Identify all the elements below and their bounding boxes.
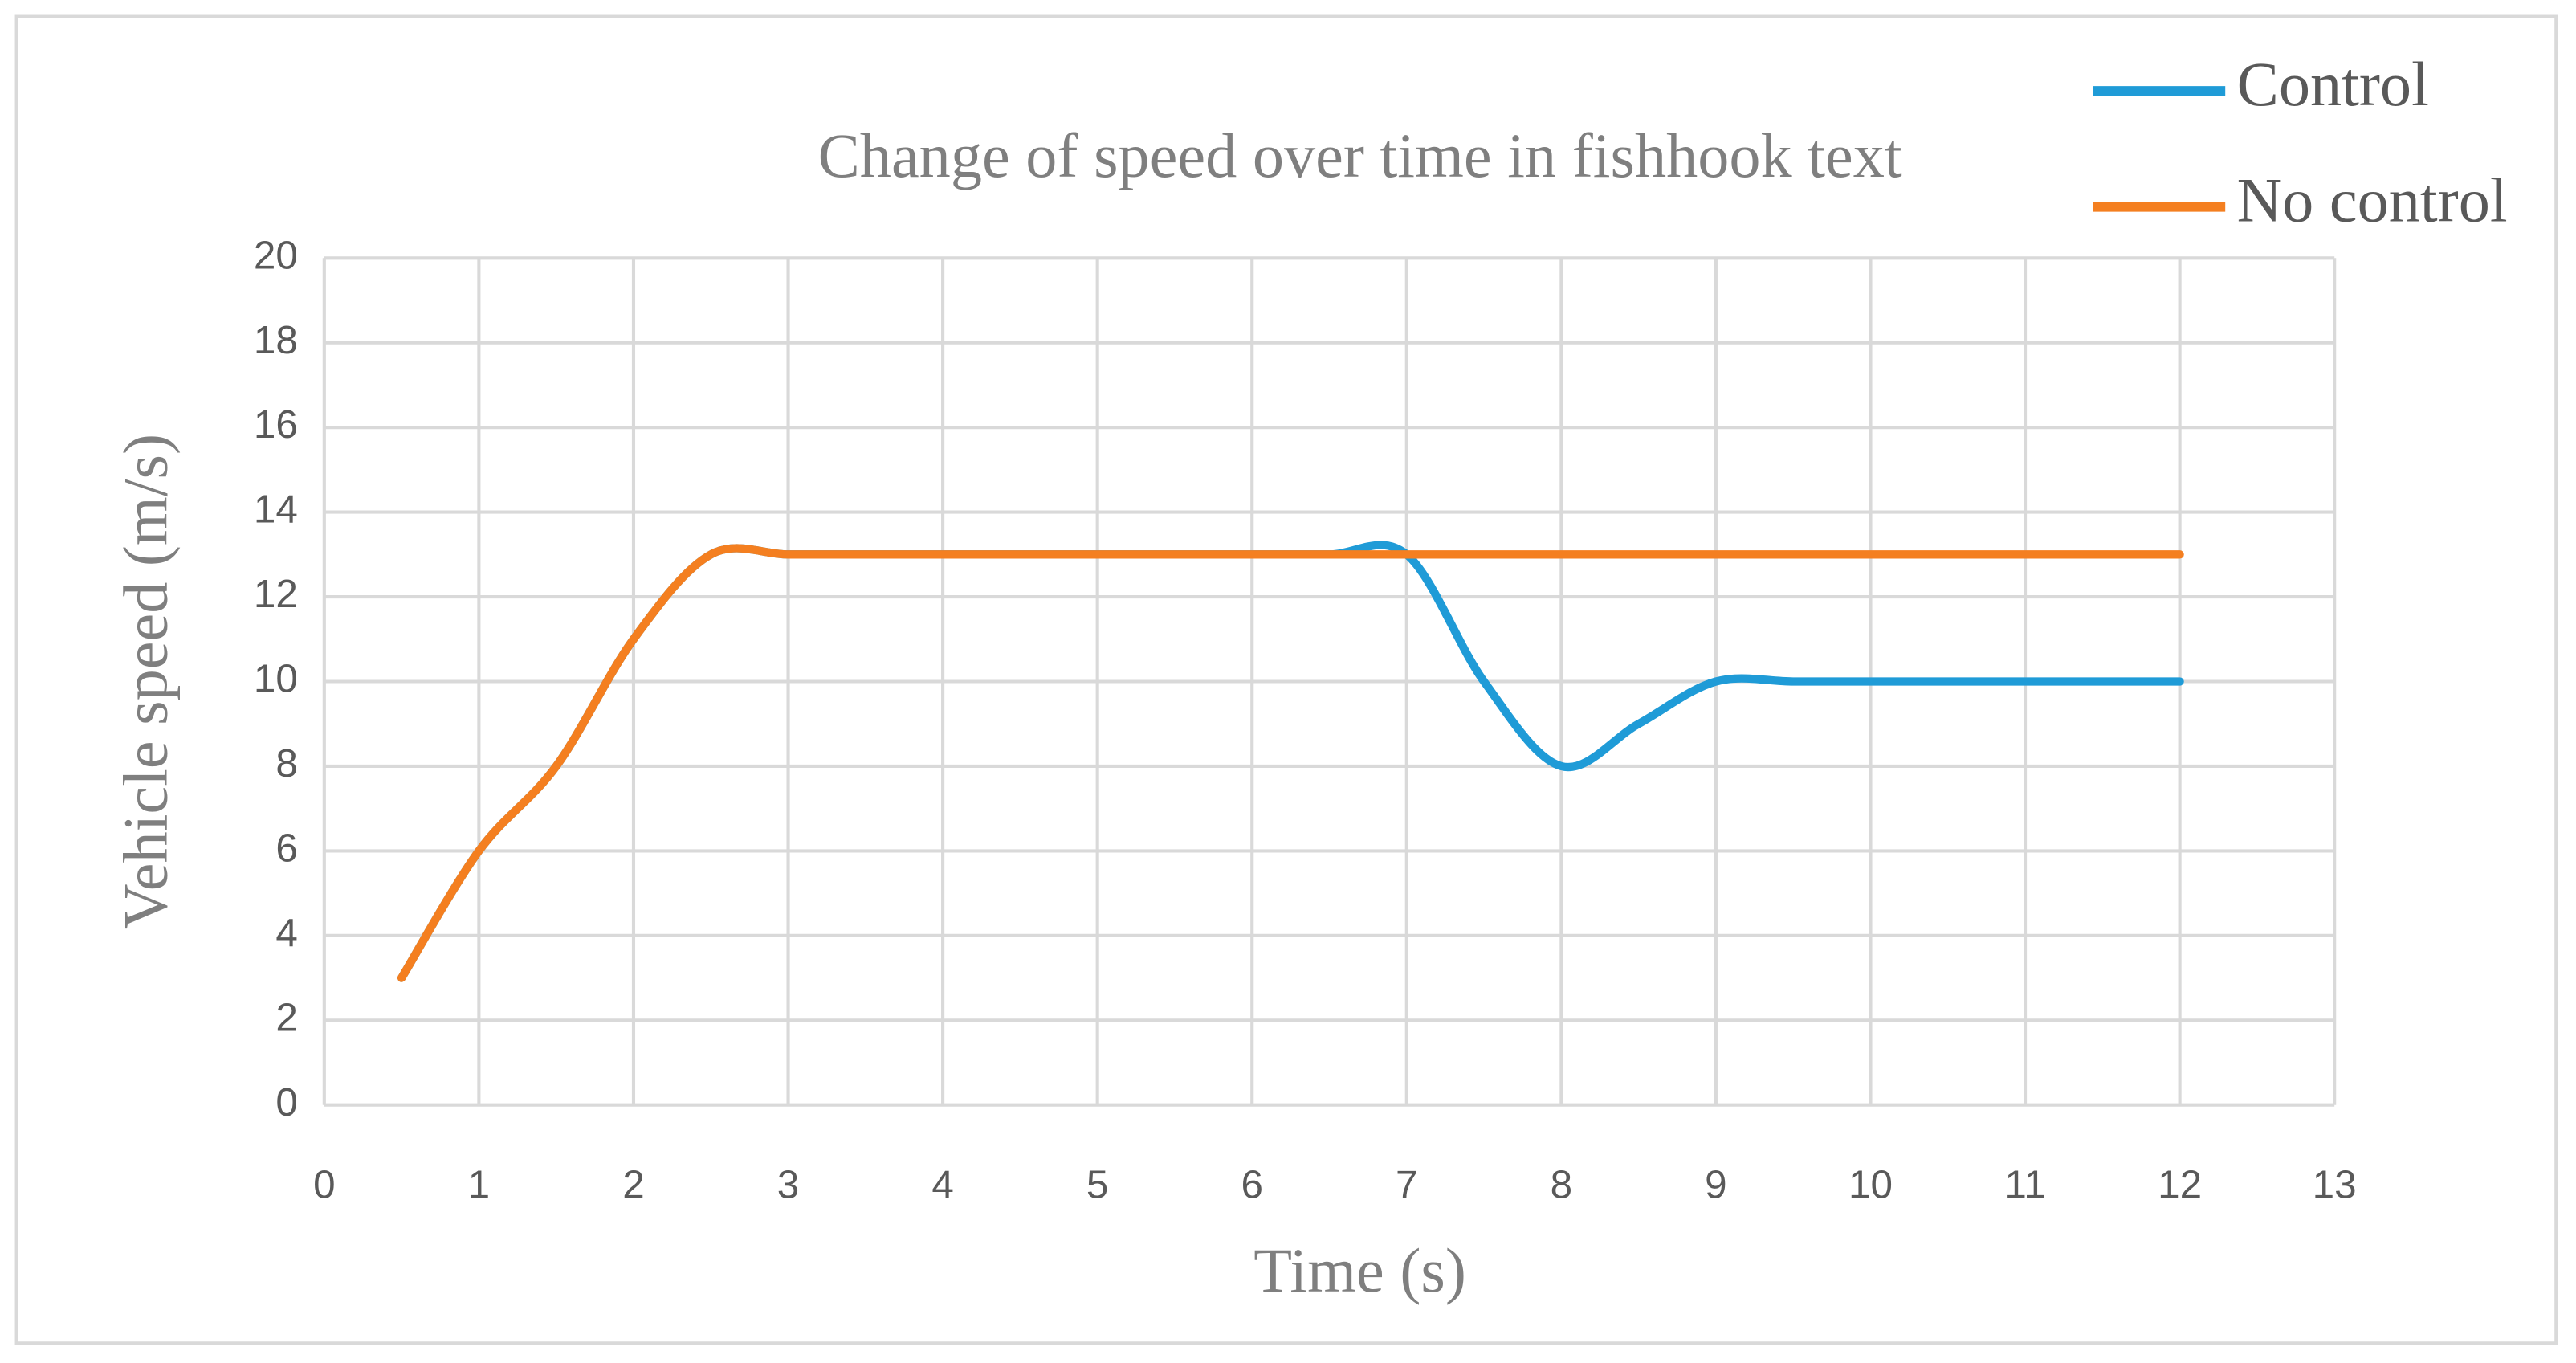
- x-tick-label: 10: [1848, 1163, 1893, 1207]
- y-tick-label: 16: [254, 402, 298, 447]
- x-tick-label: 8: [1551, 1163, 1573, 1207]
- chart-title: Change of speed over time in fishhook te…: [818, 120, 1902, 190]
- y-tick-label: 0: [275, 1080, 298, 1124]
- x-tick-label: 11: [2004, 1163, 2045, 1207]
- x-tick-label: 2: [622, 1163, 645, 1207]
- y-tick-label: 20: [254, 233, 298, 277]
- x-tick-label: 6: [1241, 1163, 1263, 1207]
- legend-label: No control: [2237, 165, 2508, 235]
- y-tick-label: 8: [275, 741, 298, 786]
- x-tick-label: 3: [777, 1163, 800, 1207]
- y-tick-label: 4: [275, 911, 298, 955]
- y-tick-label: 10: [254, 657, 298, 701]
- y-tick-label: 18: [254, 318, 298, 362]
- x-tick-label: 4: [931, 1163, 954, 1207]
- x-tick-label: 1: [468, 1163, 491, 1207]
- legend-label: Control: [2237, 49, 2429, 119]
- y-axis-label: Vehicle speed (m/s): [111, 434, 181, 929]
- y-tick-label: 14: [254, 488, 298, 532]
- x-axis-label: Time (s): [1253, 1235, 1466, 1305]
- y-tick-label: 6: [275, 826, 298, 870]
- x-tick-label: 7: [1396, 1163, 1418, 1207]
- x-tick-label: 13: [2313, 1163, 2357, 1207]
- x-tick-label: 12: [2158, 1163, 2202, 1207]
- x-tick-label: 0: [313, 1163, 336, 1207]
- data-line: [397, 544, 2184, 982]
- x-tick-label: 9: [1705, 1163, 1727, 1207]
- y-tick-label: 2: [275, 995, 298, 1039]
- y-tick-label: 12: [254, 572, 298, 616]
- x-tick-label: 5: [1086, 1163, 1109, 1207]
